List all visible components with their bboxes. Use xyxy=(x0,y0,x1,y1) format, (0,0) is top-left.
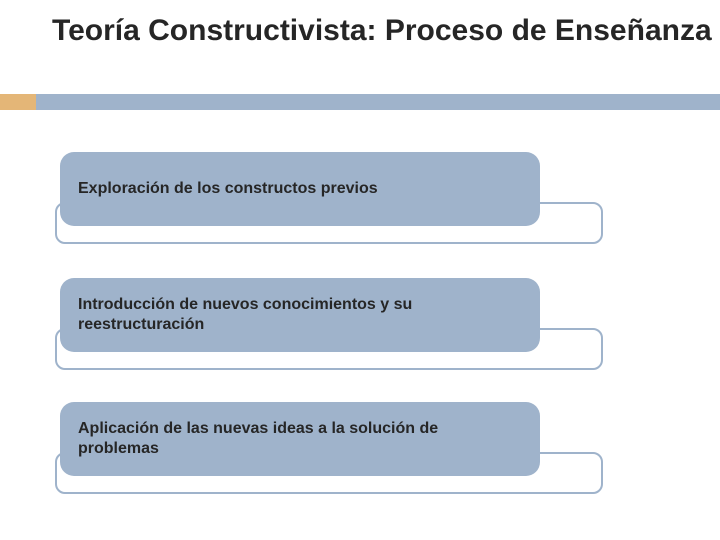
step-2-front-card: Introducción de nuevos conocimientos y s… xyxy=(60,278,540,352)
step-1-front-card: Exploración de los constructos previos xyxy=(60,152,540,226)
title-accent-bar xyxy=(0,94,36,110)
step-1-group: Exploración de los constructos previos xyxy=(60,152,540,226)
step-3-front-card: Aplicación de las nuevas ideas a la solu… xyxy=(60,402,540,476)
step-3-label: Aplicación de las nuevas ideas a la solu… xyxy=(78,419,522,459)
page-title: Teoría Constructivista: Proceso de Enseñ… xyxy=(52,14,712,49)
step-3-group: Aplicación de las nuevas ideas a la solu… xyxy=(60,402,540,476)
step-2-group: Introducción de nuevos conocimientos y s… xyxy=(60,278,540,352)
title-underline-bar xyxy=(0,94,720,110)
step-2-label: Introducción de nuevos conocimientos y s… xyxy=(78,295,522,335)
step-1-label: Exploración de los constructos previos xyxy=(78,179,378,199)
